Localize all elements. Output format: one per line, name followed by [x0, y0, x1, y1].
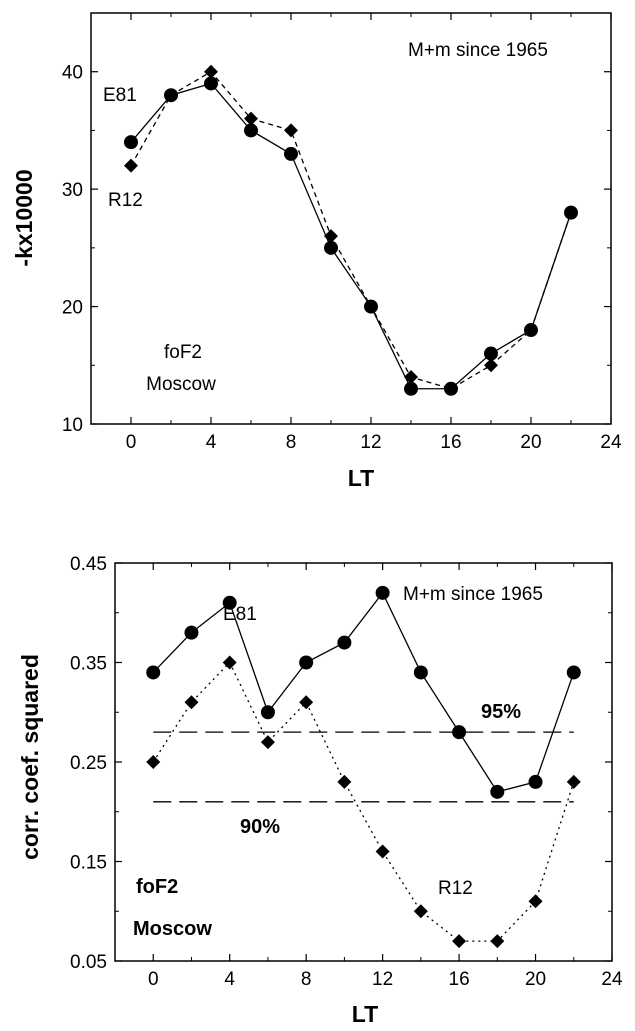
reference-label-90: 90% — [240, 816, 280, 838]
legend-label-r12: R12 — [108, 190, 143, 211]
x-tick-label: 20 — [525, 969, 546, 990]
y-tick-label: 20 — [62, 298, 83, 319]
point-r12 — [364, 299, 378, 314]
x-axis-label: LT — [352, 1001, 378, 1027]
point-r12 — [146, 755, 161, 769]
x-tick-label: 12 — [360, 432, 381, 453]
series-line-r12 — [152, 661, 575, 942]
y-tick-label: 40 — [62, 63, 83, 84]
y-tick-label: 0.35 — [70, 654, 107, 675]
chart-bottom-corr: 0 4 8 12 16 20 24 0.05 0.15 0.25 0.35 0.45 LT corr.… — [17, 554, 623, 1027]
x-tick-label: 0 — [148, 969, 159, 990]
x-tick-label: 4 — [224, 969, 235, 990]
point-e81 — [404, 381, 418, 396]
point-r12 — [299, 695, 314, 710]
legend-label-e81: E81 — [223, 604, 257, 625]
plot-frame — [90, 12, 612, 425]
annotation-station: Moscow — [133, 918, 212, 940]
point-e81 — [244, 123, 258, 138]
annotation-period: M+m since 1965 — [408, 40, 548, 61]
point-r12 — [564, 205, 578, 220]
annotation-period: M+m since 1965 — [403, 584, 543, 605]
reference-label-95: 95% — [481, 701, 521, 723]
point-e81 — [490, 784, 505, 799]
point-e81 — [146, 665, 161, 680]
point-r12 — [375, 844, 390, 859]
y-axis-label: corr. coef. squared — [17, 654, 43, 860]
point-e81 — [528, 774, 543, 789]
point-e81 — [222, 595, 237, 610]
x-tick-label: 16 — [449, 969, 470, 990]
point-e81 — [284, 146, 298, 161]
x-tick-label: 0 — [126, 432, 137, 453]
x-tick-label: 12 — [372, 969, 393, 990]
x-tick-label: 16 — [440, 432, 461, 453]
annotation-parameter: foF2 — [164, 342, 202, 363]
point-r12 — [566, 774, 581, 789]
point-e81 — [299, 655, 314, 670]
point-r12 — [284, 123, 298, 138]
point-r12 — [444, 381, 458, 396]
annotation-station: Moscow — [146, 374, 216, 395]
point-r12 — [404, 370, 418, 385]
y-tick-label: 0.25 — [70, 753, 107, 774]
point-r12 — [222, 655, 237, 670]
y-axis-label: -kx10000 — [11, 169, 37, 266]
series-line-r12 — [130, 70, 572, 390]
point-r12 — [184, 695, 199, 710]
point-e81 — [260, 705, 275, 720]
point-e81 — [484, 346, 498, 361]
series-line-e81 — [152, 591, 575, 793]
point-r12 — [452, 934, 467, 949]
x-tick-label: 24 — [600, 432, 622, 453]
point-r12 — [528, 894, 543, 909]
point-r12 — [337, 774, 352, 789]
legend-label-r12: R12 — [438, 878, 473, 899]
point-r12 — [524, 323, 538, 338]
legend-label-e81: E81 — [103, 85, 137, 106]
x-tick-label: 20 — [520, 432, 541, 453]
point-r12 — [324, 229, 338, 244]
point-r12 — [244, 111, 258, 126]
y-tick-label: 10 — [62, 415, 83, 436]
point-r12 — [260, 735, 275, 750]
point-r12 — [164, 88, 178, 103]
point-r12 — [204, 64, 218, 79]
point-r12 — [124, 158, 138, 173]
point-e81 — [375, 585, 390, 600]
point-r12 — [484, 358, 498, 373]
x-axis-label: LT — [348, 465, 374, 491]
x-tick-label: 24 — [601, 969, 623, 990]
point-r12 — [490, 934, 505, 949]
point-e81 — [124, 135, 138, 150]
x-tick-label: 8 — [301, 969, 312, 990]
point-r12 — [413, 904, 428, 919]
point-e81 — [566, 665, 581, 680]
point-e81 — [204, 76, 218, 91]
point-e81 — [324, 240, 338, 255]
x-tick-label: 4 — [206, 432, 217, 453]
point-e81 — [184, 625, 199, 640]
y-tick-label: 0.15 — [70, 853, 107, 874]
point-e81 — [413, 665, 428, 680]
point-e81 — [452, 725, 467, 740]
y-tick-label: 0.05 — [70, 952, 107, 973]
point-e81 — [337, 635, 352, 650]
y-tick-label: 30 — [62, 180, 83, 201]
annotation-parameter: foF2 — [136, 876, 178, 898]
y-tick-label: 0.45 — [70, 554, 107, 575]
x-tick-label: 8 — [286, 432, 297, 453]
